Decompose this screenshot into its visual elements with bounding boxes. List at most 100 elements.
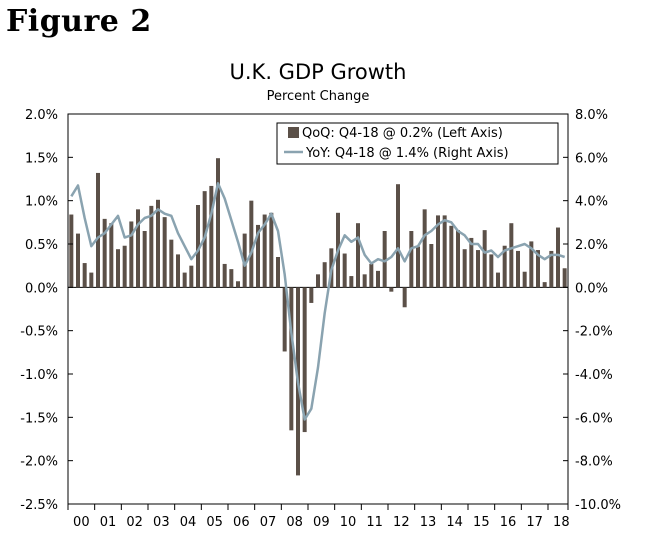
qoq-bar — [162, 217, 167, 288]
x-axis-tick-label: 16 — [500, 515, 517, 530]
qoq-bar — [409, 231, 414, 288]
qoq-bar — [189, 265, 194, 288]
qoq-bar — [282, 287, 287, 352]
figure-label: Figure 2 — [6, 4, 152, 39]
x-axis-tick-label: 06 — [233, 515, 250, 530]
x-axis-tick-label: 14 — [446, 515, 463, 530]
qoq-bar — [369, 263, 374, 288]
right-axis-tick-label: -4.0% — [575, 368, 613, 383]
qoq-bar — [469, 237, 474, 288]
qoq-bar — [182, 272, 187, 288]
left-axis-tick-label: -1.0% — [20, 368, 58, 383]
chart-title: U.K. GDP Growth — [229, 60, 407, 84]
qoq-bar — [349, 276, 354, 288]
qoq-bar — [236, 281, 240, 288]
right-axis-tick-label: -8.0% — [575, 455, 613, 470]
x-axis-tick-label: 11 — [366, 515, 383, 530]
right-axis-tick-label: 4.0% — [575, 195, 608, 210]
qoq-bar — [136, 209, 140, 288]
qoq-bar — [322, 262, 327, 288]
qoq-bar — [149, 205, 154, 288]
qoq-bar — [129, 221, 134, 288]
left-axis-tick-label: 2.0% — [25, 108, 58, 123]
x-axis-tick-label: 02 — [126, 515, 143, 530]
legend-box — [276, 122, 559, 165]
left-axis: 2.0% 1.5% 1.0% 0.5% 0.0% -0.5% -1.0% -1.5% -2.0%… — [20, 108, 73, 513]
qoq-bar — [462, 249, 467, 288]
legend-bar-swatch — [288, 127, 299, 138]
qoq-bar — [389, 287, 394, 292]
x-axis-tick-label: 03 — [153, 515, 170, 530]
qoq-bar — [116, 249, 120, 288]
qoq-bar — [102, 218, 107, 288]
x-axis-tick-label: 05 — [206, 515, 223, 530]
qoq-bar — [416, 246, 420, 288]
left-axis-tick-label: -0.5% — [20, 325, 58, 340]
x-axis-tick-label: 01 — [100, 515, 117, 530]
yoy-series-line — [70, 182, 566, 421]
x-axis-tick-label: 12 — [393, 515, 410, 530]
left-axis-tick-label: 1.5% — [25, 151, 58, 166]
legend-entry-qoq: QoQ: Q4-18 @ 0.2% (Left Axis) — [302, 126, 503, 141]
qoq-bar — [496, 272, 500, 288]
qoq-bar — [456, 230, 460, 288]
qoq-bar — [262, 214, 267, 288]
qoq-bar — [216, 158, 220, 288]
qoq-bar — [436, 215, 440, 288]
plot-border — [67, 113, 569, 505]
chart-subtitle: Percent Change — [266, 89, 370, 104]
qoq-bar — [562, 268, 567, 288]
left-axis-tick-label: -2.5% — [20, 498, 58, 513]
qoq-bar — [356, 223, 360, 288]
qoq-bar — [489, 254, 494, 288]
right-axis-tick-label: -10.0% — [575, 498, 621, 513]
qoq-bar — [256, 224, 260, 288]
x-axis: 00 01 02 03 04 05 06 07 08 09 10 11 12 13 14 15 16 17 18 — [67, 504, 570, 530]
qoq-bar — [109, 223, 114, 288]
left-axis-tick-label: 0.5% — [25, 238, 58, 253]
qoq-bar — [196, 205, 200, 288]
qoq-bar — [302, 287, 307, 433]
yoy-line — [70, 182, 566, 421]
qoq-bar — [502, 245, 507, 288]
qoq-bar — [169, 239, 174, 288]
qoq-bar — [316, 274, 320, 288]
qoq-bar — [362, 274, 367, 288]
x-axis-tick-label: 18 — [553, 515, 570, 530]
qoq-bar — [142, 231, 147, 288]
qoq-bar — [382, 231, 387, 288]
qoq-bar — [376, 270, 380, 288]
qoq-bar — [396, 184, 400, 288]
qoq-bar — [222, 263, 227, 288]
x-axis-tick-label: 15 — [473, 515, 490, 530]
qoq-bar — [276, 257, 280, 288]
x-axis-tick-label: 13 — [420, 515, 437, 530]
qoq-bar — [429, 244, 434, 288]
right-axis: 8.0% 6.0% 4.0% 2.0% 0.0% -2.0% -4.0% -6.0% -8.0%… — [563, 108, 621, 513]
qoq-bar — [402, 287, 407, 308]
qoq-bar — [556, 227, 560, 288]
qoq-bar — [422, 209, 427, 288]
x-axis-tick-label: 07 — [260, 515, 277, 530]
qoq-bar — [522, 271, 527, 288]
qoq-bar — [482, 230, 487, 288]
x-axis-tick-label: 08 — [286, 515, 303, 530]
legend: QoQ: Q4-18 @ 0.2% (Left Axis) YoY: Q4-18… — [276, 122, 559, 165]
x-axis-tick-label: 09 — [313, 515, 330, 530]
right-axis-tick-label: 8.0% — [575, 108, 608, 123]
qoq-bar — [76, 233, 80, 288]
qoq-bar — [269, 212, 274, 288]
qoq-bar — [342, 253, 347, 288]
qoq-bar — [156, 199, 160, 288]
left-axis-tick-label: 1.0% — [25, 195, 58, 210]
qoq-bar — [122, 245, 127, 288]
qoq-bar — [549, 250, 554, 288]
qoq-bar — [536, 250, 540, 288]
qoq-bar — [229, 269, 234, 288]
qoq-bars — [69, 158, 567, 476]
right-axis-tick-label: -2.0% — [575, 325, 613, 340]
x-axis-tick-label: 00 — [73, 515, 90, 530]
qoq-bar — [69, 214, 74, 288]
qoq-bar — [89, 272, 94, 288]
